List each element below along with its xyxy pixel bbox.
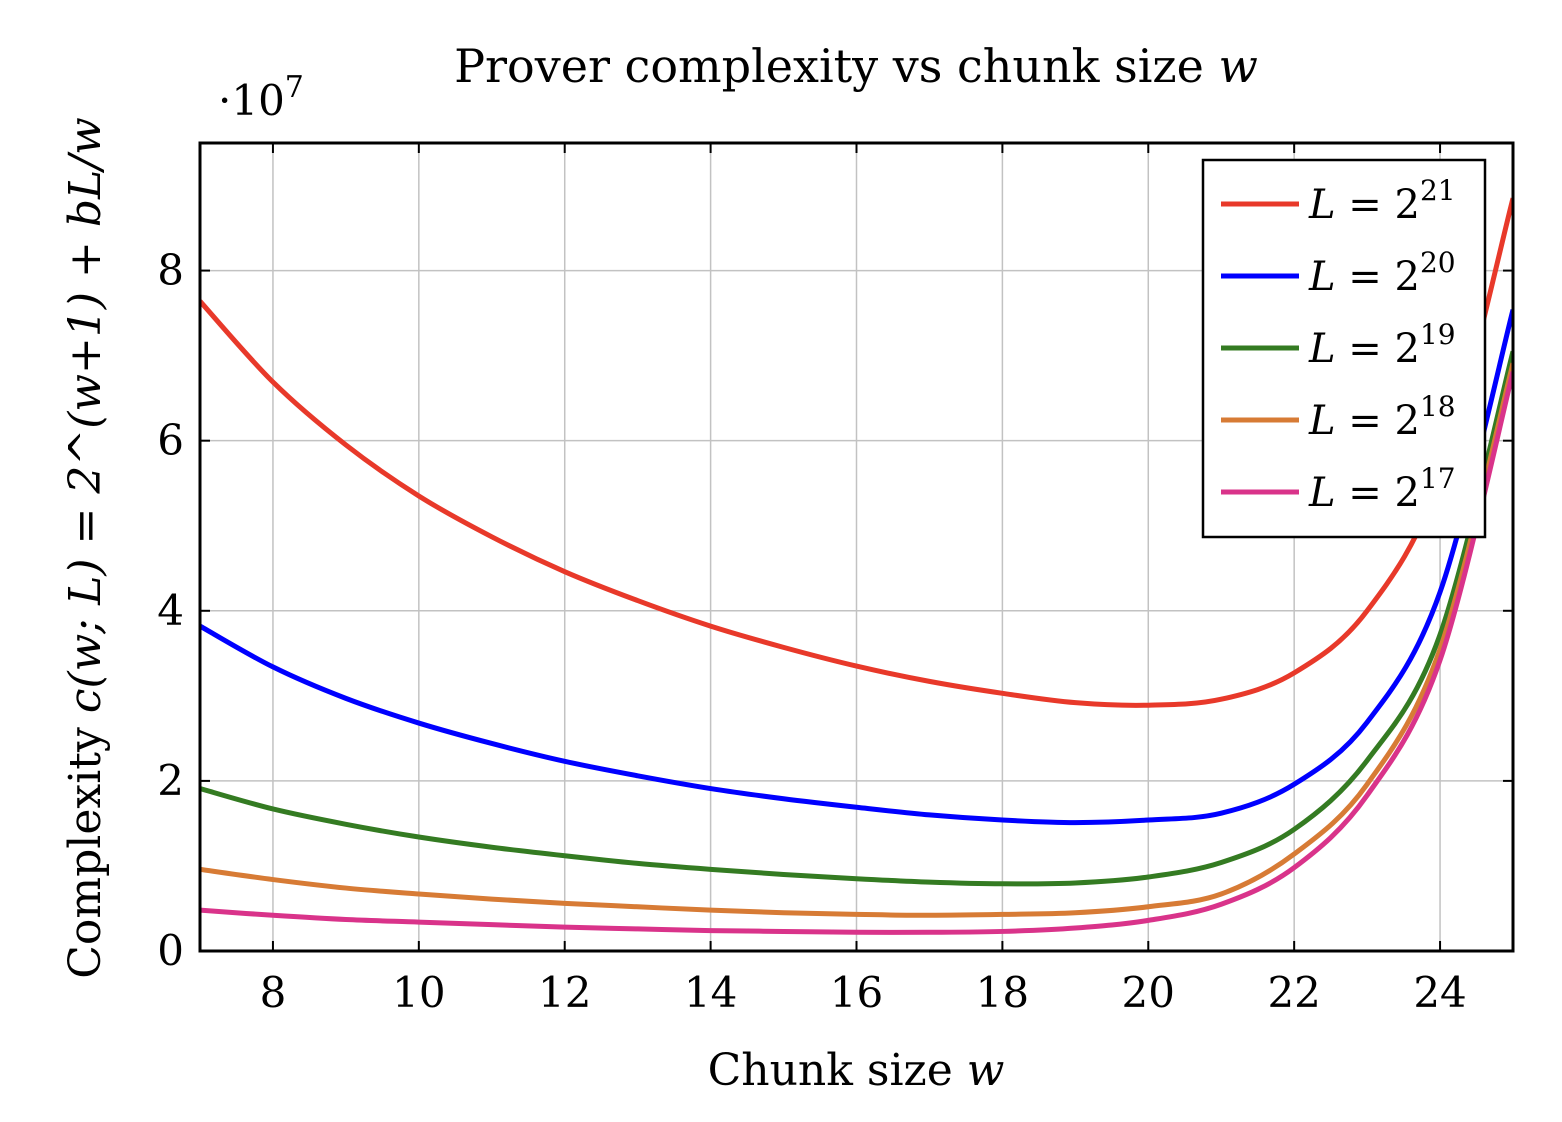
chart-title-var: w bbox=[1219, 39, 1258, 93]
x-axis-label: Chunk size w bbox=[708, 1045, 1005, 1096]
y-scale-exp: 7 bbox=[285, 70, 304, 105]
series-line-3 bbox=[200, 350, 1513, 887]
y-scale-base: ·10 bbox=[218, 76, 285, 125]
x-tick-label: 22 bbox=[1267, 968, 1320, 1017]
legend: L = 221 L = 220 L = 219 L = 218 L = 217 bbox=[1201, 158, 1487, 539]
series-line-5 bbox=[200, 371, 1513, 935]
y-scale-label: ·107 bbox=[218, 70, 304, 125]
chart-title: Prover complexity vs chunk size w bbox=[454, 39, 1258, 93]
x-tick-label: 8 bbox=[260, 968, 287, 1017]
y-axis-label: Complexity c(w; L) = 2^(w+1) + bL/w bbox=[60, 117, 111, 979]
x-tick-label: 16 bbox=[830, 968, 883, 1017]
series-line-2 bbox=[200, 309, 1513, 826]
x-tick-label: 18 bbox=[976, 968, 1029, 1017]
x-tick-label: 14 bbox=[684, 968, 737, 1017]
x-tick-label: 10 bbox=[392, 968, 445, 1017]
x-tick-label: 20 bbox=[1122, 968, 1175, 1017]
y-tick-label: 4 bbox=[157, 586, 184, 635]
y-tick-label: 2 bbox=[157, 756, 184, 805]
x-axis-label-var: w bbox=[967, 1045, 1005, 1096]
legend-label-1: L = 221 bbox=[1308, 174, 1456, 228]
series-line-4 bbox=[200, 362, 1513, 918]
legend-label-2: L = 220 bbox=[1308, 246, 1456, 300]
chart-title-text: Prover complexity vs chunk size bbox=[454, 39, 1204, 93]
y-axis-label-text: Complexity bbox=[60, 727, 111, 979]
legend-label-4: L = 218 bbox=[1308, 390, 1456, 444]
y-tick-label: 8 bbox=[157, 246, 184, 295]
x-tick-label: 24 bbox=[1413, 968, 1466, 1017]
y-tick-label: 6 bbox=[157, 416, 184, 465]
x-tick-label: 12 bbox=[538, 968, 591, 1017]
y-tick-label: 0 bbox=[157, 926, 184, 975]
legend-label-3: L = 219 bbox=[1308, 318, 1456, 372]
y-axis-label-formula: c(w; L) = 2^(w+1) + bL/w bbox=[60, 117, 111, 713]
series-line-1 bbox=[200, 197, 1513, 708]
x-axis-label-text: Chunk size bbox=[708, 1045, 953, 1096]
legend-label-5: L = 217 bbox=[1308, 462, 1456, 516]
series-layer bbox=[200, 197, 1513, 935]
